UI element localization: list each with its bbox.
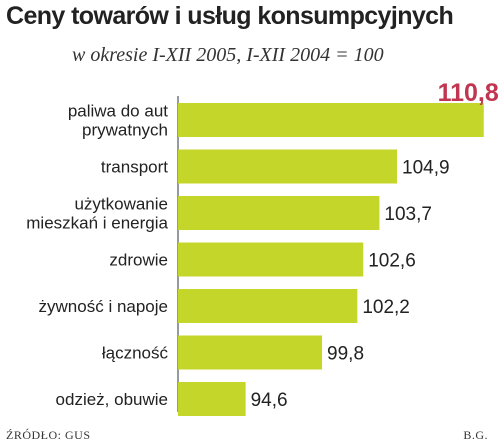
bar <box>178 242 364 277</box>
chart-subtitle: w okresie I-XII 2005, I-XII 2004 = 100 <box>72 44 384 66</box>
bar <box>178 382 246 416</box>
value-label: 103,7 <box>384 204 432 225</box>
source-note: ŹRÓDŁO: GUS <box>6 428 91 442</box>
value-label: 102,2 <box>362 297 410 318</box>
value-label: 110,8 <box>438 79 499 107</box>
value-label: 104,9 <box>402 158 450 179</box>
bar <box>178 335 323 370</box>
bar <box>178 149 398 184</box>
category-label: łączność <box>102 344 169 363</box>
category-label: prywatnych <box>82 121 168 140</box>
category-label: użytkowanie <box>74 195 168 214</box>
category-label: transport <box>101 158 168 177</box>
category-label: żywność i napoje <box>39 297 168 316</box>
chart-title: Ceny towarów i usług konsumpcyjnych <box>6 2 454 30</box>
category-label: mieszkań i energia <box>26 214 168 233</box>
category-label: paliwa do aut <box>68 102 168 121</box>
bar <box>178 289 358 323</box>
author-initials: B.G. <box>463 428 488 442</box>
bar <box>178 196 380 230</box>
bar <box>178 103 484 137</box>
category-label: odzież, obuwie <box>56 390 168 409</box>
value-label: 99,8 <box>327 344 364 365</box>
value-label: 94,6 <box>251 390 288 411</box>
category-label: zdrowie <box>109 251 168 270</box>
value-label: 102,6 <box>368 251 416 272</box>
